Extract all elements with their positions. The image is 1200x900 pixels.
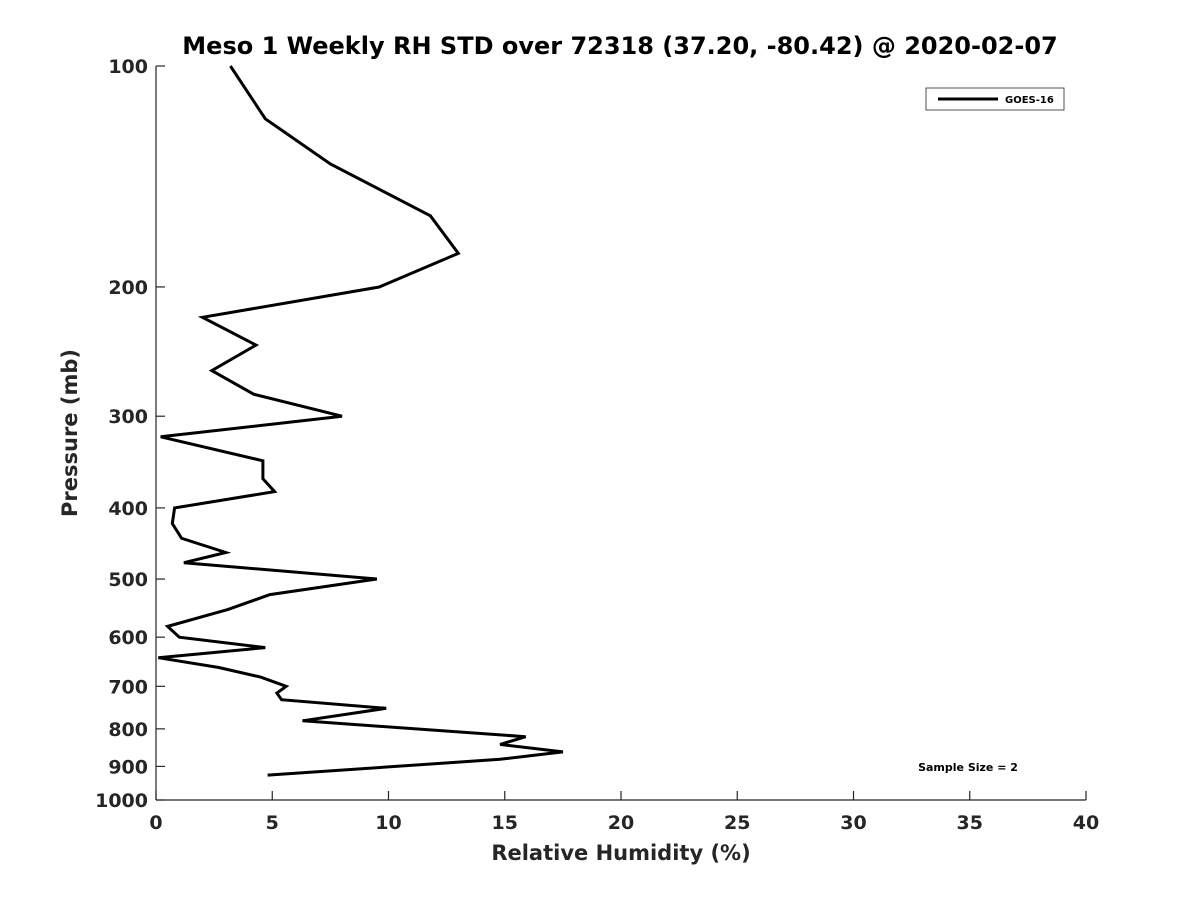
- x-tick-label: 35: [957, 812, 983, 834]
- data-point: [174, 507, 176, 509]
- data-point: [269, 594, 271, 596]
- data-point: [230, 65, 232, 67]
- data-point: [267, 774, 269, 776]
- x-axis-label: Relative Humidity (%): [491, 841, 750, 865]
- data-point: [167, 626, 169, 628]
- y-tick-label: 400: [108, 498, 148, 520]
- y-axis-label: Pressure (mb): [58, 349, 82, 517]
- y-tick-label: 500: [108, 569, 148, 591]
- data-point: [181, 537, 183, 539]
- data-point: [499, 758, 501, 760]
- data-point: [378, 286, 380, 288]
- data-point: [281, 699, 283, 701]
- data-point: [218, 667, 220, 669]
- chart-title: Meso 1 Weekly RH STD over 72318 (37.20, …: [182, 32, 1057, 60]
- y-tick-label: 700: [108, 676, 148, 698]
- y-tick-label: 300: [108, 406, 148, 428]
- x-tick-label: 40: [1073, 812, 1099, 834]
- data-point: [264, 647, 266, 649]
- data-point: [285, 686, 287, 688]
- y-tick-label: 1000: [95, 790, 148, 812]
- data-point: [525, 736, 527, 738]
- data-point: [178, 636, 180, 638]
- data-point: [262, 460, 264, 462]
- data-point: [385, 707, 387, 709]
- x-tick-label: 5: [266, 812, 279, 834]
- data-point: [160, 436, 162, 438]
- data-point: [211, 370, 213, 372]
- y-tick-label: 600: [108, 627, 148, 649]
- data-point: [158, 657, 160, 659]
- data-point: [430, 215, 432, 217]
- data-point: [225, 552, 227, 554]
- y-tick-label: 800: [108, 719, 148, 741]
- x-tick-label: 30: [840, 812, 866, 834]
- data-point: [171, 523, 173, 525]
- data-point: [302, 720, 304, 722]
- data-point: [264, 118, 266, 120]
- data-point: [253, 393, 255, 395]
- y-ticks: 100 200 300 400 500 600 700 800 900 1000: [95, 56, 165, 812]
- legend-label-goes16: GOES-16: [1005, 95, 1054, 106]
- data-point: [183, 562, 185, 564]
- data-point: [376, 578, 378, 580]
- data-point: [457, 253, 459, 255]
- legend: GOES-16: [925, 87, 1065, 111]
- data-point: [274, 491, 276, 493]
- data-point: [341, 415, 343, 417]
- x-tick-label: 10: [375, 812, 401, 834]
- data-point: [276, 692, 278, 694]
- data-point: [499, 744, 501, 746]
- x-tick-label: 20: [608, 812, 634, 834]
- x-tick-label: 25: [724, 812, 750, 834]
- data-point: [260, 676, 262, 678]
- x-ticks: 0 5 10 15 20 25 30 35 40: [149, 791, 1099, 834]
- y-tick-label: 100: [108, 56, 148, 78]
- data-point: [227, 609, 229, 611]
- y-tick-label: 200: [108, 277, 148, 299]
- series-layer: [158, 65, 564, 777]
- series-line-goes-16: [158, 65, 564, 777]
- data-point: [262, 478, 264, 480]
- data-point: [202, 317, 204, 319]
- data-point: [330, 163, 332, 165]
- data-point: [562, 751, 564, 753]
- x-tick-label: 0: [149, 812, 162, 834]
- data-point: [255, 344, 257, 346]
- x-tick-label: 15: [492, 812, 518, 834]
- sample-size-annotation: Sample Size = 2: [918, 761, 1018, 774]
- y-tick-label: 900: [108, 756, 148, 778]
